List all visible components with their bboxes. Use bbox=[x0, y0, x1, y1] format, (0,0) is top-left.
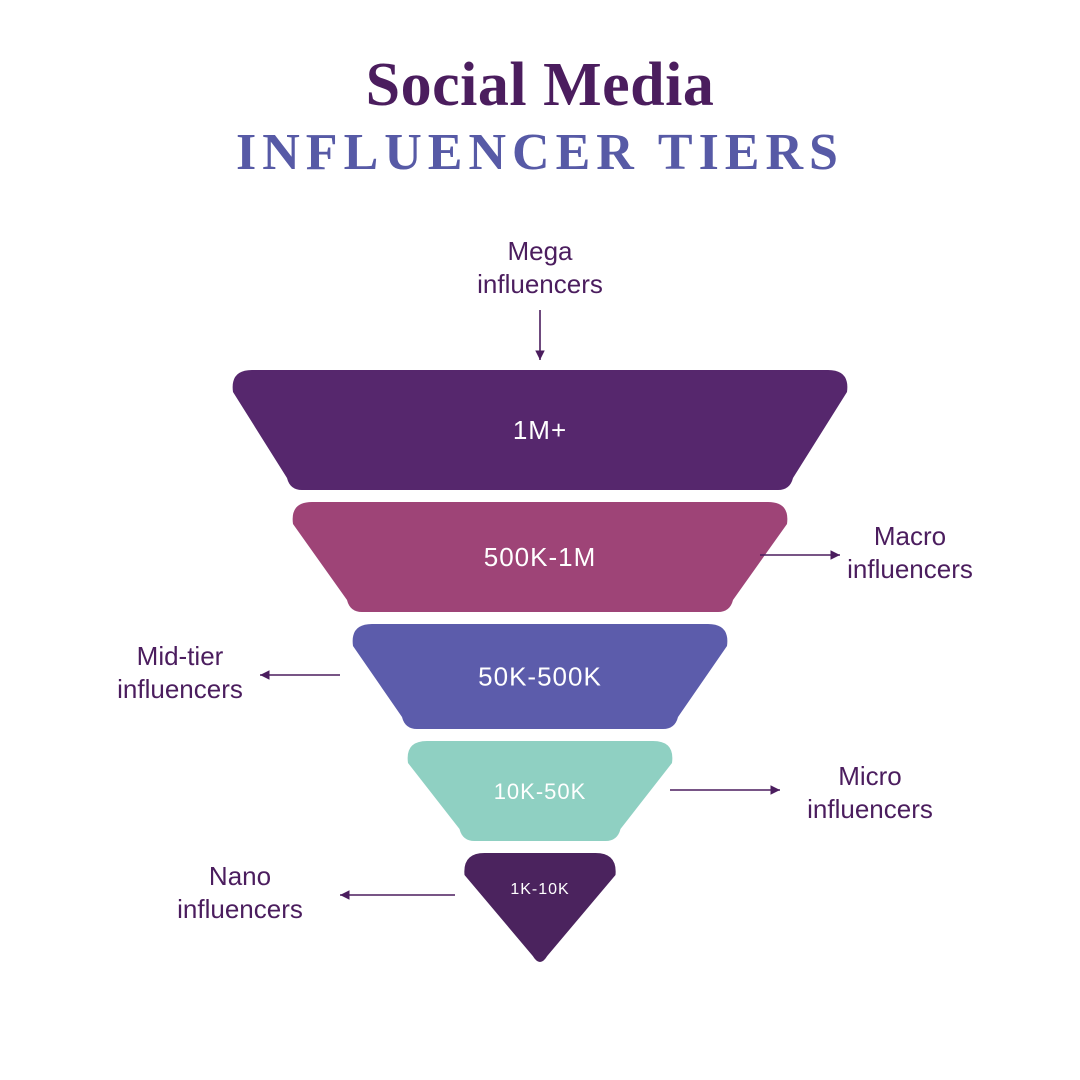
callout-macro-line1: Macro bbox=[874, 521, 946, 551]
callout-mega-line1: Mega bbox=[507, 236, 572, 266]
funnel-value-micro: 10K-50K bbox=[494, 779, 587, 804]
funnel-segment-nano bbox=[464, 853, 615, 962]
callout-macro-line2: influencers bbox=[847, 554, 973, 584]
callout-midtier-line2: influencers bbox=[117, 674, 243, 704]
callout-nano: Nano influencers bbox=[150, 860, 330, 925]
funnel-value-nano: 1K-10K bbox=[510, 881, 569, 898]
callout-micro: Micro influencers bbox=[780, 760, 960, 825]
callout-macro: Macro influencers bbox=[820, 520, 1000, 585]
callout-micro-line2: influencers bbox=[807, 794, 933, 824]
callout-midtier-line1: Mid-tier bbox=[137, 641, 224, 671]
callout-mega: Mega influencers bbox=[450, 235, 630, 300]
funnel-value-macro: 500K-1M bbox=[484, 542, 597, 572]
callout-nano-line1: Nano bbox=[209, 861, 271, 891]
callout-midtier: Mid-tier influencers bbox=[90, 640, 270, 705]
callout-nano-line2: influencers bbox=[177, 894, 303, 924]
callout-mega-line2: influencers bbox=[477, 269, 603, 299]
funnel-value-midtier: 50K-500K bbox=[478, 661, 602, 691]
callout-micro-line1: Micro bbox=[838, 761, 902, 791]
infographic-root: Social Media Influencer Tiers 1M+500K-1M… bbox=[0, 0, 1080, 1080]
funnel-value-mega: 1M+ bbox=[513, 415, 567, 445]
